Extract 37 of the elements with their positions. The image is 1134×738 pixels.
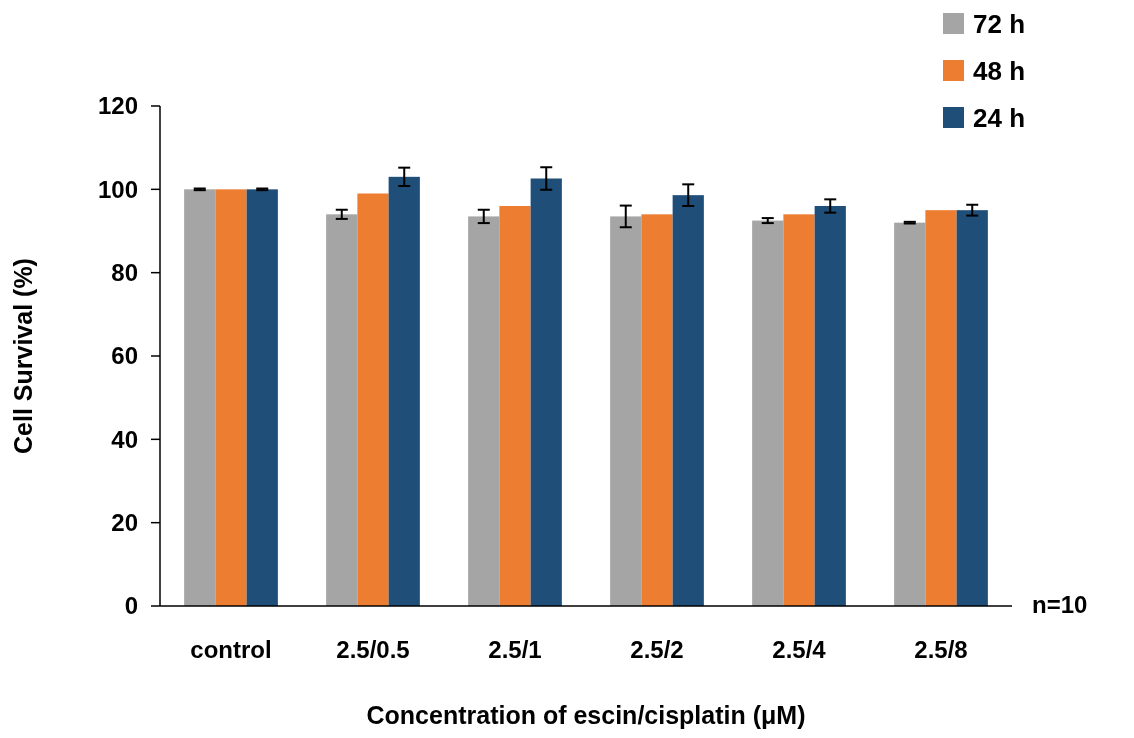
bar [357, 193, 389, 606]
y-tick-label: 100 [97, 175, 138, 203]
text: n=10 [1032, 591, 1088, 618]
x-tick-label: 2.5/8 [914, 636, 968, 663]
x-tick-label: 2.5/1 [488, 636, 542, 663]
bar [956, 210, 988, 606]
y-tick-label: 0 [124, 592, 138, 620]
bar [246, 189, 278, 606]
bar [752, 220, 784, 606]
bar [184, 189, 216, 606]
bar [215, 189, 247, 606]
bar [925, 210, 957, 606]
legend-label: 72 h [973, 9, 1026, 40]
y-tick-label: 60 [111, 342, 138, 370]
bar [388, 176, 420, 606]
bar [894, 222, 926, 606]
bar [610, 216, 642, 606]
x-tick-label: 2.5/4 [772, 636, 827, 663]
x-axis-title: Concentration of escin/cisplatin (μM) [366, 701, 806, 729]
bar [672, 195, 704, 606]
y-tick-label: 120 [97, 92, 138, 120]
legend-label: 48 h [973, 56, 1026, 87]
bar [499, 206, 531, 606]
legend-label: 24 h [973, 103, 1026, 134]
bar [326, 214, 358, 606]
y-tick-label: 80 [111, 259, 138, 287]
bar [814, 206, 846, 606]
y-tick-label: 20 [111, 509, 138, 537]
bar [783, 214, 815, 606]
bar [468, 216, 500, 606]
y-axis-title: Cell Survival (%) [9, 258, 37, 454]
x-tick-label: 2.5/0.5 [336, 636, 410, 663]
x-tick-label: control [190, 636, 272, 663]
bar [641, 214, 673, 606]
bar [530, 178, 562, 606]
y-tick-label: 40 [111, 425, 138, 453]
x-tick-label: 2.5/2 [630, 636, 684, 663]
